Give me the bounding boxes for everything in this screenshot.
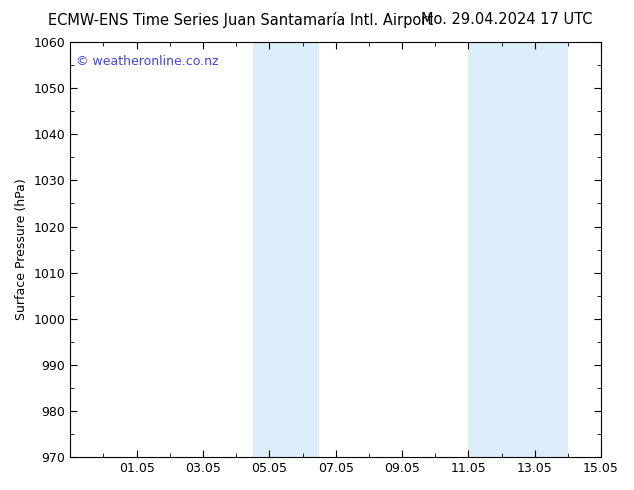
Bar [469, 42, 568, 457]
Text: ECMW-ENS Time Series Juan Santamaría Intl. Airport: ECMW-ENS Time Series Juan Santamaría Int… [48, 12, 434, 28]
Text: Mo. 29.04.2024 17 UTC: Mo. 29.04.2024 17 UTC [422, 12, 593, 27]
Text: © weatheronline.co.nz: © weatheronline.co.nz [75, 54, 218, 68]
Bar [253, 42, 319, 457]
Y-axis label: Surface Pressure (hPa): Surface Pressure (hPa) [15, 179, 28, 320]
